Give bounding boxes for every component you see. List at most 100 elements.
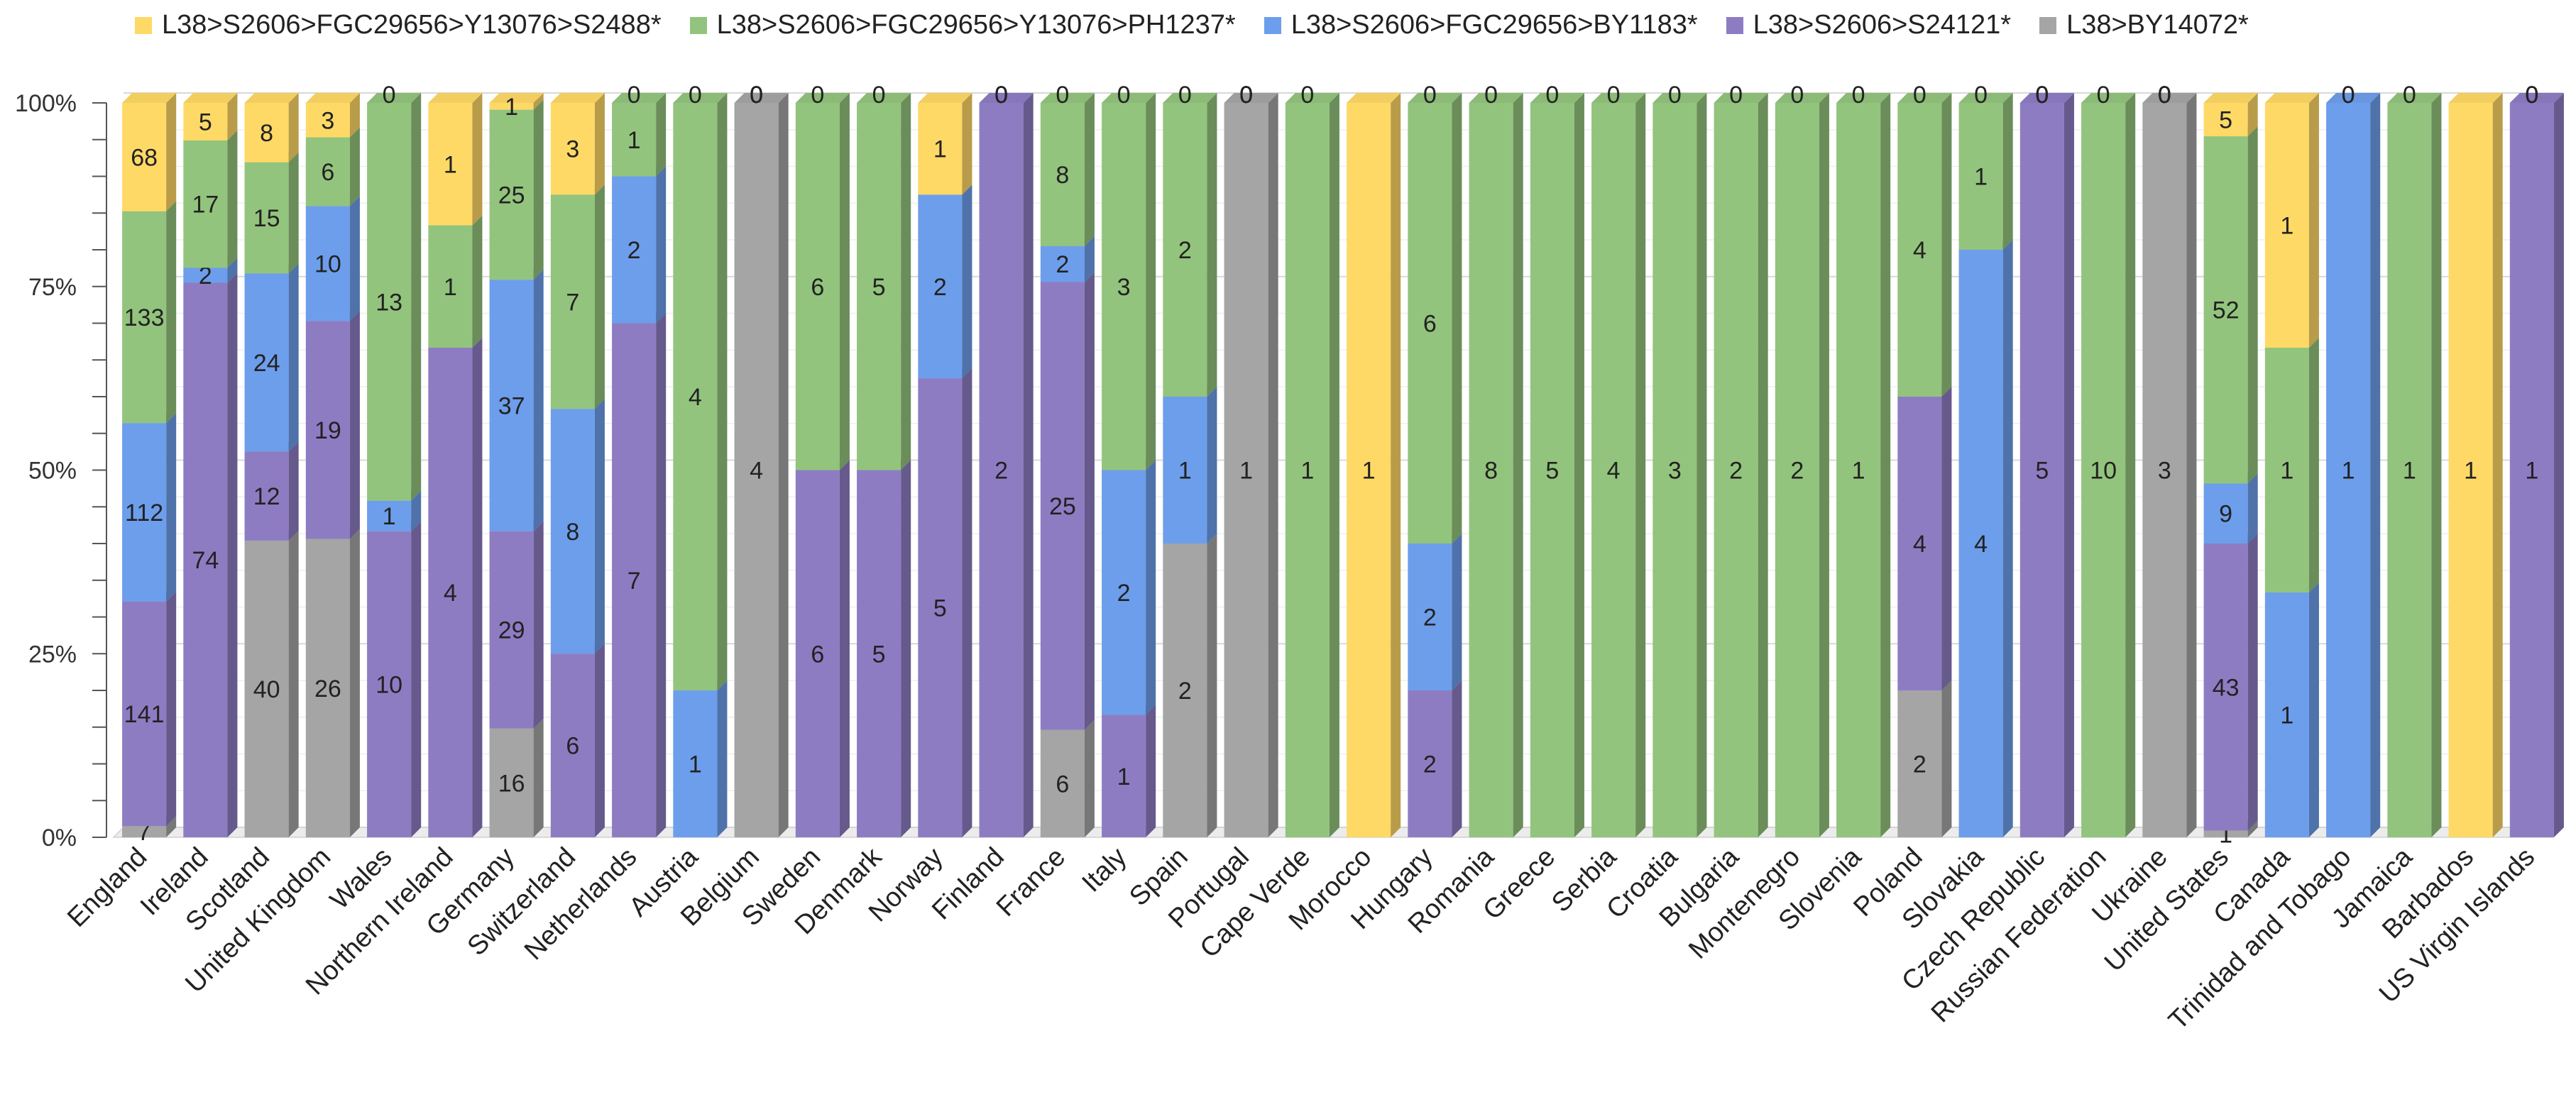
bar-side-face [901,460,911,837]
bar-segment-hungary-l38-s2606-fgc29656-y13076-ph1237 [1408,103,1452,544]
legend-label: L38>S2606>S24121* [1753,10,2012,40]
bar-side-face [1207,93,1217,397]
legend-label: L38>S2606>FGC29656>BY1183* [1290,10,1698,40]
data-label: 2 [1790,458,1804,485]
data-label: 6 [1423,311,1437,338]
bar-side-face [594,184,605,409]
bar-side-face [1452,93,1462,544]
data-label: 7 [627,568,641,595]
bar-segment-italy-l38-s2606-fgc29656-by1183 [1102,470,1146,715]
bar-top-face [550,93,605,103]
bar-top-face [1347,93,1401,103]
data-label: 0 [627,82,641,109]
bar-top-face [1897,93,1952,103]
data-label: 0 [1239,82,1253,109]
bar-side-face [1023,93,1034,837]
bar-side-face [1635,93,1646,837]
data-label: 1 [2342,458,2355,485]
bar-side-face [594,644,605,837]
data-label: 0 [1790,82,1804,109]
data-label: 52 [2213,297,2240,324]
y-tick-label: 0% [42,825,77,851]
data-label: 5 [872,641,886,668]
legend-item-l38-s2606-s24121: L38>S2606>S24121* [1726,10,2011,40]
data-label: 141 [124,701,165,728]
bar-top-face [795,93,850,103]
bar-segment-united-states-l38-s2606-fgc29656-y13076-ph1237 [2203,136,2248,484]
data-label: 43 [2213,674,2240,701]
bar-side-face [1941,93,1952,397]
bar-top-face [489,93,544,103]
data-label: 25 [1049,493,1076,520]
bar-side-face [656,313,667,837]
data-label: 8 [1484,458,1498,485]
bar-side-face [349,93,360,138]
data-label: 5 [1545,458,1559,485]
bar-group-wales: 0101130 [367,82,422,842]
data-label: 0 [1852,82,1865,109]
data-label: 26 [314,676,341,702]
bar-segment-northern-ireland-l38-s2606-s24121 [428,348,473,837]
bar-side-face [227,258,238,283]
bar-segment-hungary-l38-s2606-fgc29656-by1183 [1408,544,1452,690]
bar-side-face [1084,720,1095,837]
bar-segment-england-l38-s2606-fgc29656-by1183 [122,423,167,602]
data-label: 0 [1300,82,1314,109]
bar-side-face [1084,272,1095,730]
legend-label: L38>BY14072* [2066,10,2249,40]
bar-segment-poland-l38-by14072 [1897,690,1942,837]
data-label: 4 [444,580,457,607]
data-label: 0 [1607,82,1621,109]
bar-side-face [1880,93,1891,837]
bar-top-face [1408,93,1462,103]
bar-segment-spain-l38-s2606-fgc29656-y13076-ph1237 [1163,103,1207,397]
bar-segment-wales-l38-s2606-s24121 [367,531,412,837]
data-label: 1 [1117,764,1131,790]
bar-group-poland: 24040 [1897,82,1952,837]
data-label: 0 [1729,82,1743,109]
bar-segment-france-l38-by14072 [1040,729,1085,837]
data-label: 4 [1913,237,1926,264]
bar-side-face [717,680,728,837]
data-label: 3 [1668,458,1682,485]
bar-group-northern-ireland: 04011 [428,93,483,842]
bar-side-face [533,521,544,729]
bar-top-face [734,93,789,103]
bar-top-face [305,93,360,103]
data-label: 0 [2158,82,2171,109]
data-label: 68 [131,144,158,171]
data-label: 0 [811,82,824,109]
data-label: 2 [994,458,1008,485]
bar-top-face [673,93,728,103]
bar-segment-england-l38-s2606-fgc29656-y13076-ph1237 [122,211,167,424]
bar-side-face [533,270,544,531]
bar-segment-england-l38-by14072 [122,826,167,837]
bar-side-face [1513,93,1523,837]
bar-side-face [472,215,483,348]
bar-group-finland: 02000 [979,82,1034,842]
data-label: 6 [1056,771,1069,798]
data-label: 5 [933,595,947,622]
bar-side-face [227,130,238,268]
data-label: 1 [505,94,518,121]
data-label: 2 [1729,458,1743,485]
legend-swatch [1726,16,1743,34]
bar-top-face [1469,93,1523,103]
bar-segment-portugal-l38-by14072 [1224,103,1268,837]
bar-group-serbia: 00040 [1591,82,1646,842]
data-label: 0 [2342,82,2355,109]
bar-side-face [2553,93,2564,837]
bar-side-face [288,530,299,837]
data-label: 1 [1362,458,1376,485]
bar-segment-wales-l38-s2606-fgc29656-by1183 [367,500,412,531]
bar-group-scotland: 40 12 24 15 8 [244,93,299,837]
data-label: 0 [1484,82,1498,109]
bar-segment-montenegro-l38-s2606-fgc29656-y13076-ph1237 [1775,103,1819,837]
bar-segment-germany-l38-s2606-fgc29656-y13076-s2488 [489,103,534,110]
bar-side-face [1819,93,1829,837]
data-label: 0 [2403,82,2416,109]
bar-group-ireland: 0742175 [183,93,238,842]
data-label: 24 [253,350,280,377]
data-label: 0 [872,82,886,109]
legend: L38>S2606>FGC29656>Y13076>S2488* L38>S260… [135,10,2249,40]
